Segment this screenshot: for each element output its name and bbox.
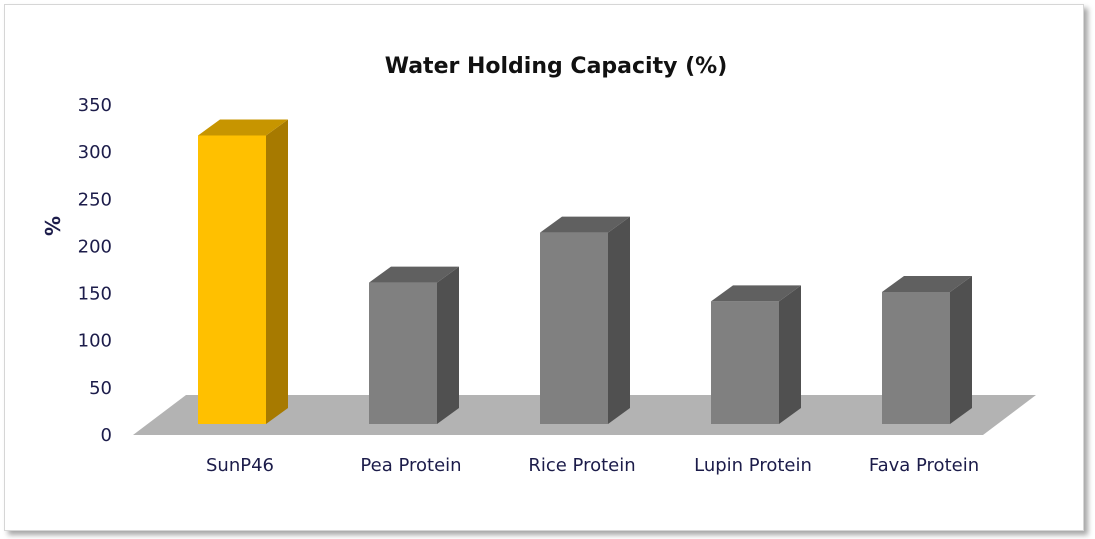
y-tick-label: 150: [78, 284, 112, 305]
bar-side: [437, 266, 459, 424]
bar: [711, 285, 801, 424]
bar-top: [540, 216, 630, 233]
bar-side: [266, 119, 288, 424]
y-tick-label: 50: [89, 378, 112, 399]
bar-front: [882, 292, 950, 424]
y-tick-label: 100: [78, 331, 112, 352]
y-tick-label: 300: [78, 142, 112, 163]
category-label: Lupin Protein: [694, 455, 812, 476]
bar: [369, 266, 459, 424]
bar-side: [608, 216, 630, 424]
bar-top: [882, 276, 972, 292]
y-axis-label: %: [41, 216, 65, 236]
category-label: Rice Protein: [528, 455, 635, 476]
bar-front: [198, 135, 266, 424]
category-label: SunP46: [206, 455, 274, 476]
y-tick-label: 350: [78, 95, 112, 116]
y-tick-label: 0: [101, 425, 112, 446]
bar-side: [950, 276, 972, 424]
bar-front: [540, 232, 608, 424]
category-label: Pea Protein: [360, 455, 461, 476]
bar-front: [369, 282, 437, 424]
chart-title: Water Holding Capacity (%): [385, 54, 728, 79]
y-tick-label: 200: [78, 236, 112, 257]
category-label: Fava Protein: [869, 455, 979, 476]
bar: [540, 216, 630, 424]
bar-side: [779, 285, 801, 424]
bar-front: [711, 301, 779, 424]
y-tick-label: 250: [78, 189, 112, 210]
bar: [198, 119, 288, 424]
bar: [882, 276, 972, 424]
bar-top: [369, 266, 459, 283]
bar-top: [198, 119, 288, 136]
bar-top: [711, 285, 801, 302]
